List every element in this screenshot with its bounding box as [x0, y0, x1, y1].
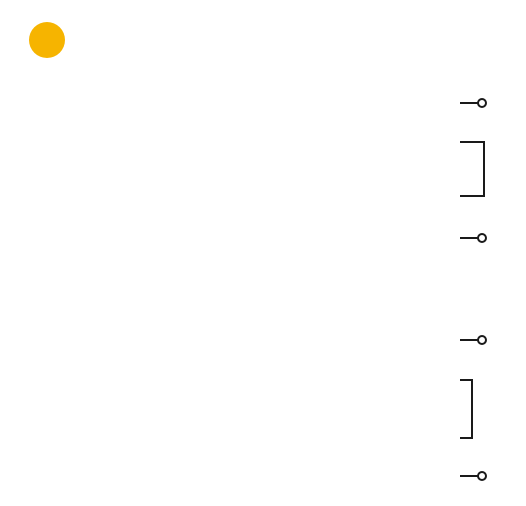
- terminal-icon: [477, 335, 487, 345]
- sun-icon: [29, 22, 65, 58]
- terminal-icon: [477, 98, 487, 108]
- terminal-icon: [477, 471, 487, 481]
- terminal-icon: [477, 233, 487, 243]
- wiring-real-world: [460, 98, 487, 243]
- wiring-ideal-world: [460, 335, 487, 481]
